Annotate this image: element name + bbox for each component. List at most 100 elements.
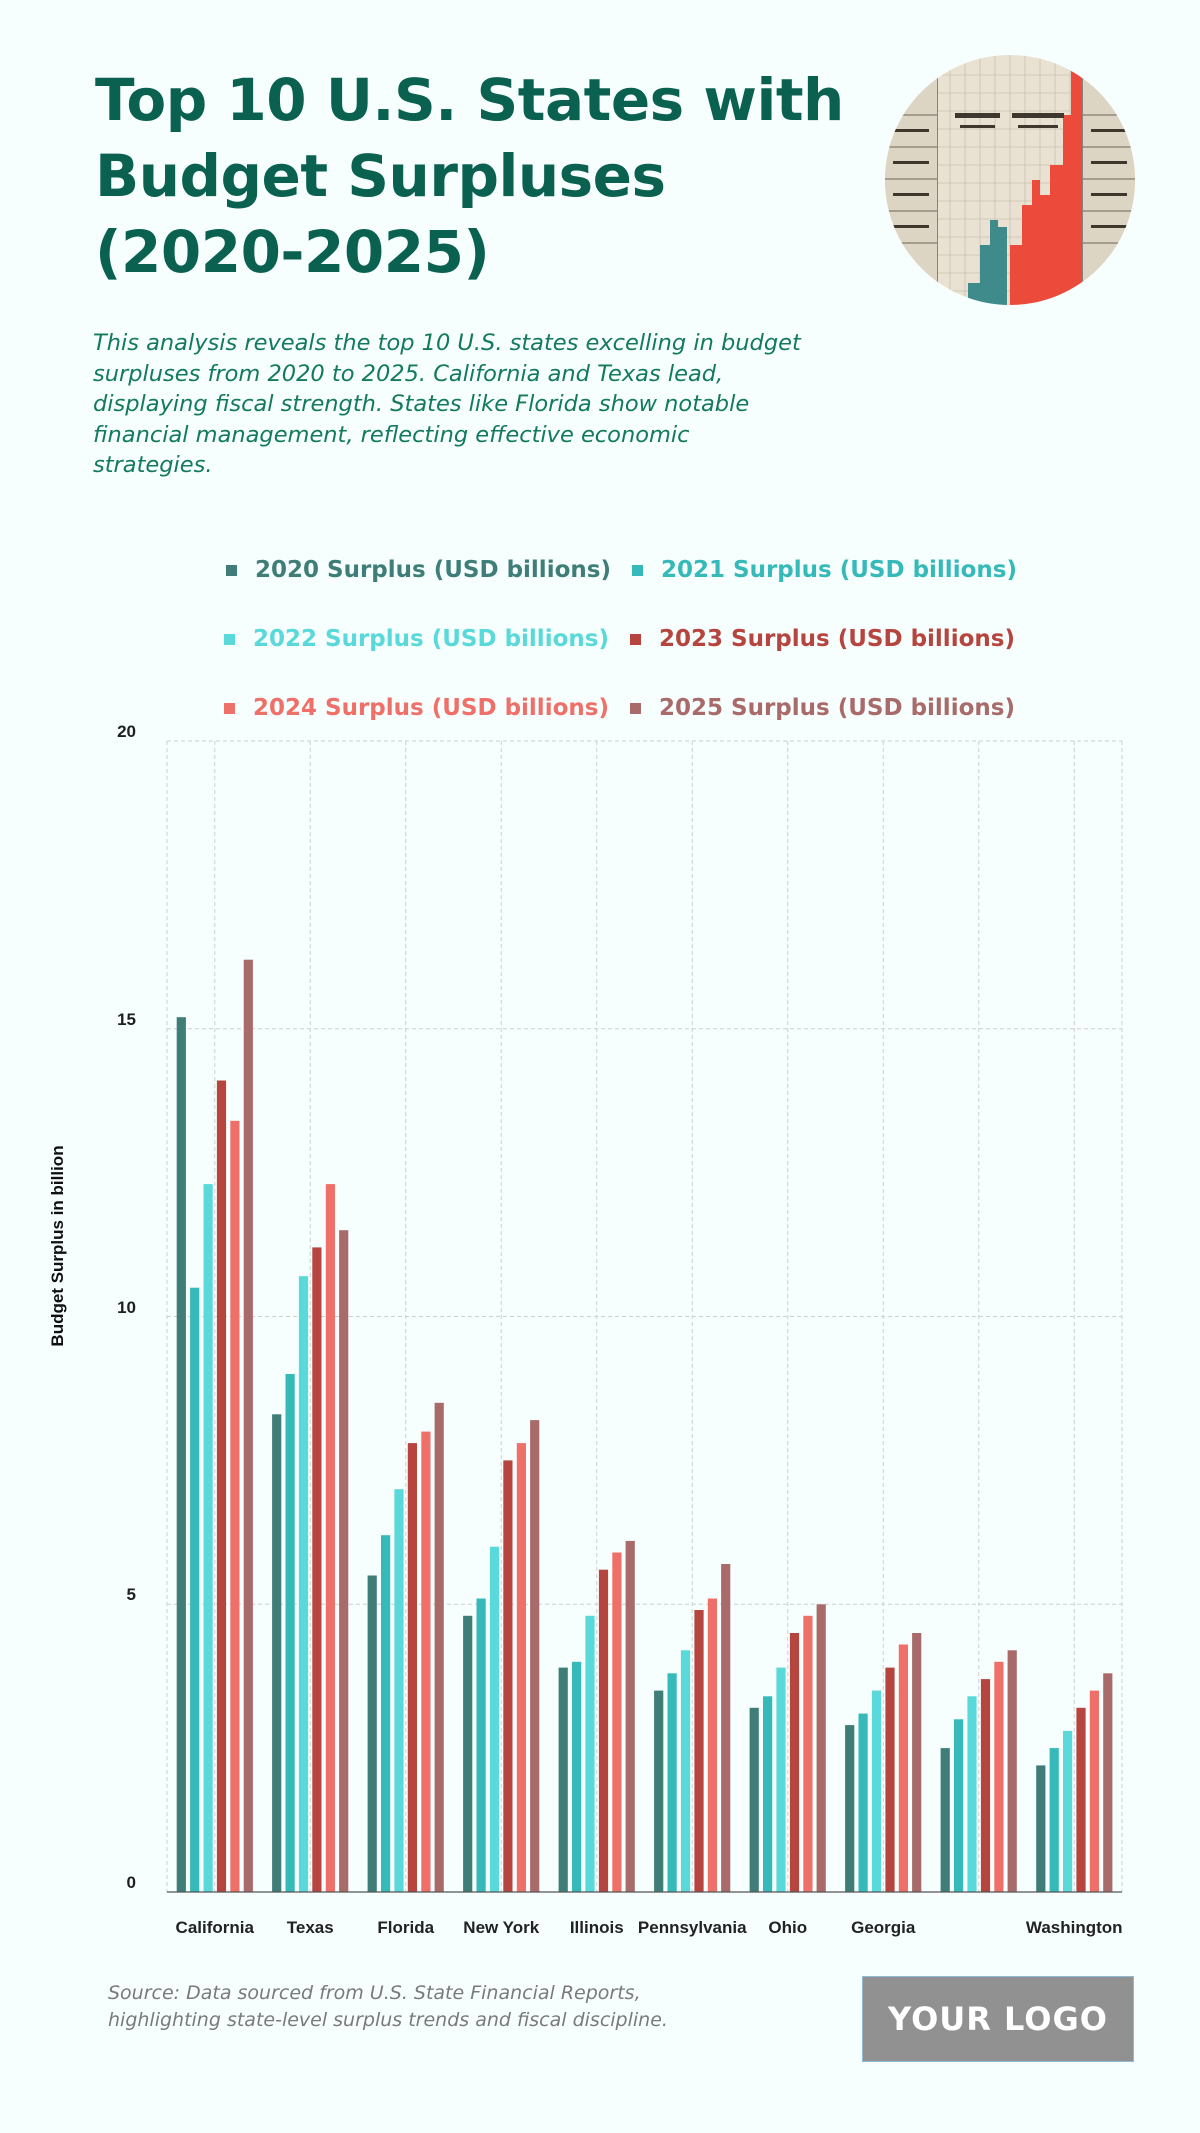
- bar[interactable]: [516, 1443, 526, 1892]
- bar[interactable]: [707, 1598, 717, 1893]
- bar[interactable]: [763, 1696, 773, 1892]
- bar[interactable]: [625, 1540, 635, 1892]
- bar[interactable]: [885, 1667, 895, 1892]
- legend-item[interactable]: 2024 Surplus (USD billions): [224, 692, 609, 724]
- bar[interactable]: [216, 1080, 227, 1893]
- x-tick-label: Florida: [377, 1918, 435, 1937]
- bar[interactable]: [394, 1489, 404, 1892]
- bar[interactable]: [789, 1633, 800, 1892]
- x-tick-label: New York: [463, 1918, 540, 1937]
- bar[interactable]: [434, 1402, 444, 1892]
- bar[interactable]: [1036, 1765, 1046, 1892]
- bar[interactable]: [980, 1679, 991, 1892]
- bar[interactable]: [339, 1230, 349, 1892]
- legend-swatch: [224, 633, 235, 645]
- bar[interactable]: [203, 1184, 213, 1892]
- y-tick-label: 0: [126, 1873, 136, 1892]
- bar[interactable]: [1089, 1690, 1099, 1892]
- description-line: strategies.: [93, 452, 213, 478]
- bar[interactable]: [1103, 1673, 1113, 1892]
- bar[interactable]: [1063, 1730, 1073, 1892]
- bar[interactable]: [367, 1575, 377, 1893]
- bar[interactable]: [954, 1719, 964, 1892]
- bar[interactable]: [381, 1535, 391, 1892]
- bar[interactable]: [721, 1564, 731, 1892]
- page-title: Top 10 U.S. States with Budget Surpluses…: [95, 62, 875, 290]
- logo-placeholder: YOUR LOGO: [862, 1976, 1134, 2062]
- bar[interactable]: [803, 1615, 813, 1892]
- chart-grid: [166, 740, 1123, 1892]
- bar[interactable]: [176, 1017, 186, 1892]
- legend-item[interactable]: 2021 Surplus (USD billions): [632, 554, 1017, 586]
- bar[interactable]: [572, 1661, 582, 1892]
- bar[interactable]: [298, 1276, 309, 1892]
- x-tick-label: Ohio: [768, 1918, 808, 1937]
- legend-item[interactable]: 2020 Surplus (USD billions): [226, 554, 611, 586]
- x-tick-label: Pennsylvania: [637, 1918, 747, 1937]
- bar[interactable]: [558, 1667, 568, 1892]
- source-note: Source: Data sourced from U.S. State Fin…: [108, 1980, 808, 2034]
- x-tick-label: Washington: [1025, 1918, 1123, 1937]
- legend-item[interactable]: 2025 Surplus (USD billions): [630, 692, 1015, 724]
- description-line: This analysis reveals the top 10 U.S. st…: [93, 330, 801, 356]
- bar[interactable]: [667, 1673, 677, 1892]
- bar[interactable]: [898, 1644, 908, 1893]
- legend-label: 2022 Surplus (USD billions): [253, 626, 609, 652]
- bar[interactable]: [598, 1569, 609, 1892]
- legend-label: 2020 Surplus (USD billions): [255, 557, 611, 583]
- legend-swatch: [630, 702, 641, 714]
- bar[interactable]: [1007, 1650, 1017, 1892]
- chart-bars: [176, 959, 1113, 1893]
- y-tick-label: 10: [117, 1298, 136, 1317]
- legend-swatch: [630, 633, 641, 645]
- bar[interactable]: [312, 1247, 322, 1892]
- description-line: financial management, reflecting effecti…: [93, 421, 690, 448]
- bar[interactable]: [940, 1748, 950, 1892]
- bar[interactable]: [871, 1690, 882, 1892]
- x-tick-label: Georgia: [851, 1918, 916, 1937]
- bar[interactable]: [858, 1713, 868, 1892]
- bar[interactable]: [272, 1414, 282, 1892]
- source-line: highlighting state-level surplus trends …: [108, 2009, 668, 2031]
- legend-item[interactable]: 2022 Surplus (USD billions): [224, 623, 609, 655]
- legend-swatch: [224, 702, 235, 714]
- bar[interactable]: [749, 1707, 759, 1892]
- bar[interactable]: [776, 1667, 786, 1892]
- bar[interactable]: [1049, 1748, 1059, 1892]
- bar[interactable]: [243, 959, 253, 1892]
- bar[interactable]: [476, 1598, 486, 1893]
- bar[interactable]: [912, 1633, 922, 1892]
- bar[interactable]: [407, 1443, 417, 1892]
- legend-item[interactable]: 2023 Surplus (USD billions): [630, 623, 1015, 655]
- bar[interactable]: [845, 1725, 855, 1892]
- bar[interactable]: [680, 1650, 691, 1892]
- bar[interactable]: [230, 1120, 240, 1892]
- description-line: surpluses from 2020 to 2025. California …: [93, 360, 724, 387]
- y-tick-label: 15: [117, 1010, 136, 1029]
- bar[interactable]: [994, 1661, 1004, 1892]
- bar[interactable]: [285, 1374, 295, 1892]
- x-tick-label: Illinois: [569, 1918, 624, 1937]
- bar[interactable]: [694, 1610, 704, 1892]
- legend-label: 2025 Surplus (USD billions): [659, 695, 1015, 721]
- bar[interactable]: [530, 1420, 540, 1892]
- x-tick-label: California: [175, 1918, 254, 1937]
- source-line: Source: Data sourced from U.S. State Fin…: [108, 1982, 641, 2004]
- bar[interactable]: [421, 1431, 431, 1892]
- legend-swatch: [632, 564, 643, 576]
- legend-label: 2021 Surplus (USD billions): [661, 557, 1017, 583]
- bar[interactable]: [503, 1460, 513, 1892]
- bar[interactable]: [190, 1287, 200, 1892]
- description-line: displaying fiscal strength. States like …: [93, 391, 750, 417]
- y-tick-label: 5: [126, 1585, 136, 1604]
- x-tick-label: Texas: [286, 1918, 334, 1937]
- bar[interactable]: [585, 1615, 595, 1892]
- bar[interactable]: [489, 1546, 500, 1892]
- bar[interactable]: [612, 1552, 622, 1893]
- bar[interactable]: [816, 1604, 826, 1893]
- bar[interactable]: [654, 1690, 664, 1892]
- bar[interactable]: [463, 1615, 473, 1892]
- bar[interactable]: [325, 1184, 335, 1892]
- bar[interactable]: [967, 1696, 977, 1892]
- bar[interactable]: [1076, 1707, 1086, 1892]
